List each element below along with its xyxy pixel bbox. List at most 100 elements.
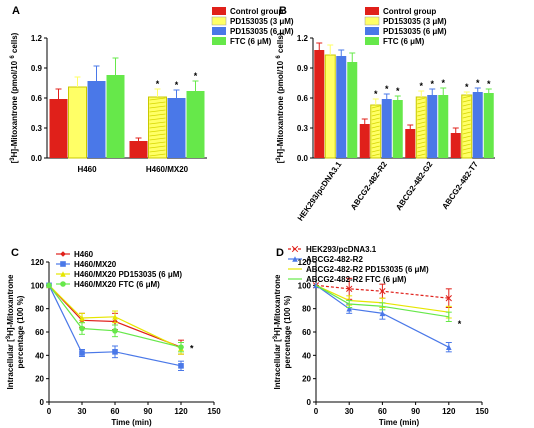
significance-star: * — [194, 71, 198, 81]
bar-hatch — [149, 117, 166, 121]
label-part: H]-Mitoxantrone — [6, 274, 15, 336]
y-axis-label: Intracellular [3H]-Mitoxantrone — [273, 274, 282, 389]
significance-star: * — [430, 79, 434, 89]
point — [112, 349, 118, 355]
legend-label: PD153035 (3 μM) — [230, 17, 294, 26]
label-part: percentage (100 %) — [283, 295, 292, 368]
point — [178, 363, 184, 369]
bar — [186, 91, 205, 158]
bar — [68, 86, 87, 159]
legend-label: HEK293/pcDNA3.1 — [306, 245, 377, 254]
bar-hatch — [149, 105, 166, 109]
y-tick-label: 40 — [302, 351, 311, 360]
x-axis-label: Time (min) — [111, 418, 152, 427]
legend-swatch — [212, 7, 226, 15]
bar — [392, 100, 403, 158]
bar-hatch — [417, 125, 426, 129]
label-part: 3 — [10, 157, 16, 161]
legend-label: PD153035 (6 μM) — [230, 27, 294, 36]
bar-hatch — [371, 109, 380, 113]
bar-hatch — [371, 145, 380, 149]
legend-label: H460/MX20 FTC (6 μM) — [74, 280, 160, 289]
series-line — [48, 284, 182, 349]
y-tick-label: 20 — [35, 375, 44, 384]
bar-hatch — [462, 123, 471, 127]
bar — [427, 95, 438, 158]
legend-swatch — [365, 7, 379, 15]
significance-star: * — [385, 84, 389, 94]
bar — [324, 54, 336, 159]
bar — [472, 92, 483, 158]
bar-hatch — [462, 115, 471, 119]
bar-hatch — [417, 141, 426, 145]
significance-star: * — [465, 82, 469, 92]
x-tick-label: 120 — [442, 407, 456, 416]
point — [60, 271, 66, 277]
series-line — [315, 284, 449, 313]
bar-hatch — [371, 113, 380, 117]
y-tick-label: 1.2 — [31, 34, 43, 43]
x-axis-label: Time (min) — [379, 418, 420, 427]
bar-hatch — [371, 121, 380, 125]
significance-star: * — [419, 81, 423, 91]
point — [60, 251, 66, 257]
bar-hatch — [417, 101, 426, 105]
bar-hatch — [417, 109, 426, 113]
bar — [87, 81, 106, 158]
y-tick-label: 1.2 — [297, 34, 309, 43]
legend-label: H460/MX20 PD153035 (6 μM) — [74, 270, 182, 279]
bar-hatch — [371, 125, 380, 129]
y-tick-label: 0 — [40, 398, 45, 407]
panel-A: A0.00.30.60.91.2[3H]-Mitoxantrone (pmol/… — [10, 5, 294, 174]
label-part: cells) — [10, 32, 19, 55]
bar-hatch — [462, 119, 471, 123]
bar-hatch — [462, 111, 471, 115]
significance-star: * — [175, 80, 179, 90]
label-part: 6 — [276, 55, 282, 59]
x-tick-label: 90 — [144, 407, 153, 416]
legend-label: FTC (6 μM) — [383, 37, 425, 46]
bar — [336, 56, 347, 158]
point — [79, 315, 85, 321]
bar-hatch — [417, 117, 426, 121]
bar-hatch — [462, 139, 471, 143]
bar — [359, 124, 370, 158]
y-tick-label: 0.0 — [31, 154, 43, 163]
bar-hatch — [462, 135, 471, 139]
label-part: 3 — [276, 157, 282, 161]
point — [112, 314, 118, 320]
bar — [347, 62, 358, 158]
point — [346, 285, 353, 292]
bar-hatch — [462, 131, 471, 135]
label-part: H]-Mitoxantrone (pmol/10 — [276, 59, 285, 158]
point — [346, 305, 352, 312]
point — [112, 328, 118, 334]
significance-star: * — [476, 78, 480, 88]
legend-swatch — [364, 16, 380, 26]
legend-swatch — [212, 37, 226, 45]
label-part: 6 — [10, 55, 16, 59]
bar-hatch — [149, 149, 166, 153]
bar-hatch — [149, 125, 166, 129]
significance-star: * — [374, 89, 378, 99]
category-label: HEK293/pcDNA3.1 — [296, 160, 344, 223]
x-tick-label: 90 — [411, 407, 420, 416]
y-axis-label: [3H]-Mitoxantrone (pmol/10 6 cells) — [276, 32, 285, 163]
point — [291, 245, 299, 253]
bar-hatch — [417, 121, 426, 125]
legend-label: Control group — [383, 7, 436, 16]
y-tick-label: 0.6 — [31, 94, 43, 103]
bar-hatch — [462, 95, 471, 99]
bar-hatch — [371, 153, 380, 157]
significance-star: * — [458, 319, 462, 329]
y-tick-label: 0.6 — [297, 94, 309, 103]
bar-hatch — [149, 101, 166, 105]
x-tick-label: 150 — [207, 407, 221, 416]
point — [60, 281, 66, 287]
bar-hatch — [149, 141, 166, 145]
bar-hatch — [149, 129, 166, 133]
x-tick-label: 120 — [174, 407, 188, 416]
bar-hatch — [417, 137, 426, 141]
label-part: percentage (100 %) — [16, 295, 25, 368]
legend-label: H460/MX20 — [74, 260, 117, 269]
